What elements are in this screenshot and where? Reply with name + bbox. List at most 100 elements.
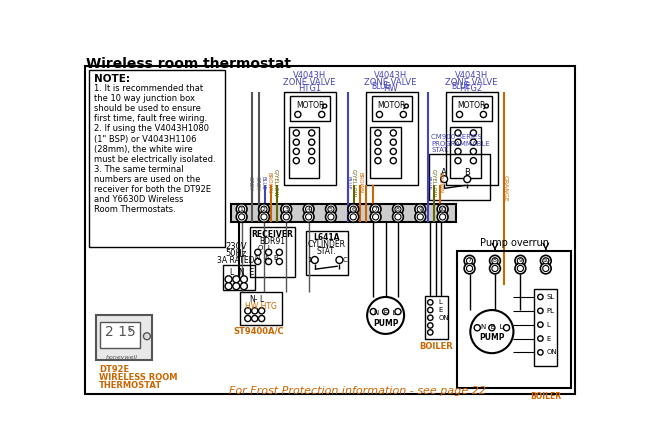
Circle shape [466, 257, 473, 264]
Circle shape [492, 257, 498, 264]
Circle shape [283, 206, 290, 212]
Text: L: L [546, 322, 550, 328]
Text: N  E  L: N E L [481, 324, 503, 330]
Circle shape [336, 257, 343, 263]
Text: WIRELESS ROOM: WIRELESS ROOM [99, 373, 177, 382]
Circle shape [492, 266, 498, 271]
Circle shape [306, 206, 312, 212]
Text: SL: SL [546, 294, 555, 300]
Text: N  A  B: N A B [255, 255, 279, 261]
Circle shape [455, 130, 461, 136]
Text: numbers are used on the: numbers are used on the [94, 175, 200, 184]
Text: 1: 1 [240, 207, 244, 212]
Circle shape [375, 139, 381, 145]
Text: 8: 8 [396, 207, 400, 212]
Circle shape [323, 104, 327, 108]
Circle shape [470, 310, 513, 353]
Circle shape [393, 211, 403, 222]
Text: BLUE: BLUE [371, 82, 390, 91]
Bar [446, 92, 498, 185]
Text: HTG1: HTG1 [298, 84, 321, 93]
Circle shape [417, 206, 423, 212]
Bar [250, 227, 295, 277]
Circle shape [308, 148, 315, 155]
Circle shape [401, 111, 406, 118]
Text: BROWN: BROWN [357, 173, 362, 194]
Circle shape [281, 204, 292, 215]
Text: BLUE: BLUE [261, 176, 266, 190]
Text: N-: N- [250, 295, 258, 304]
Bar [89, 70, 226, 247]
Text: BDR91: BDR91 [259, 237, 286, 246]
Text: V4043H: V4043H [455, 71, 488, 80]
Circle shape [489, 325, 495, 331]
Circle shape [308, 139, 315, 145]
Text: ORANGE: ORANGE [503, 175, 508, 202]
Text: BROWN: BROWN [266, 173, 272, 194]
Text: 3A RATED: 3A RATED [217, 256, 255, 265]
Text: and Y6630D Wireless: and Y6630D Wireless [94, 195, 183, 204]
Circle shape [541, 263, 551, 274]
Circle shape [261, 214, 267, 220]
Circle shape [484, 104, 488, 108]
Circle shape [439, 206, 446, 212]
Circle shape [390, 130, 397, 136]
Text: V4043H: V4043H [373, 71, 407, 80]
Text: STAT.: STAT. [431, 147, 449, 153]
Text: G/YELLOW: G/YELLOW [432, 169, 437, 197]
Text: For Frost Protection information - see page 22: For Frost Protection information - see p… [228, 386, 486, 396]
Text: Wireless room thermostat: Wireless room thermostat [86, 57, 291, 71]
Circle shape [312, 257, 318, 263]
Circle shape [241, 276, 248, 283]
Circle shape [390, 158, 397, 164]
Circle shape [252, 316, 258, 321]
Circle shape [293, 148, 299, 155]
Text: O  L: O L [258, 245, 272, 251]
Circle shape [266, 258, 272, 265]
Circle shape [293, 130, 299, 136]
Text: ON: ON [439, 315, 450, 320]
Circle shape [373, 206, 379, 212]
Circle shape [428, 323, 433, 328]
Text: 9: 9 [519, 258, 522, 263]
Circle shape [259, 308, 264, 314]
Circle shape [293, 158, 299, 164]
Text: 2 15: 2 15 [105, 325, 136, 339]
Text: receiver for both the DT92E: receiver for both the DT92E [94, 186, 211, 194]
Text: L: L [259, 295, 264, 304]
Circle shape [259, 316, 264, 321]
Text: THERMOSTAT: THERMOSTAT [99, 381, 163, 390]
Circle shape [377, 111, 382, 118]
Text: MOTOR: MOTOR [458, 101, 486, 110]
Bar [284, 92, 336, 185]
Text: RECEIVER: RECEIVER [252, 230, 293, 239]
Circle shape [541, 255, 551, 266]
Text: the 10 way junction box: the 10 way junction box [94, 94, 195, 103]
Circle shape [441, 176, 448, 183]
Text: GREY: GREY [254, 176, 259, 190]
Text: PUMP: PUMP [479, 333, 504, 342]
Circle shape [225, 276, 232, 283]
Circle shape [395, 214, 401, 220]
Circle shape [239, 206, 244, 212]
Text: 3: 3 [284, 207, 288, 212]
Text: 9: 9 [418, 207, 422, 212]
Text: honeywell: honeywell [105, 355, 137, 360]
Bar [450, 127, 481, 177]
Text: must be electrically isolated.: must be electrically isolated. [94, 155, 215, 164]
Circle shape [308, 158, 315, 164]
Text: MOTOR: MOTOR [296, 101, 324, 110]
Circle shape [428, 315, 433, 320]
Text: E: E [546, 336, 551, 342]
Circle shape [395, 308, 401, 315]
Text: 7: 7 [373, 207, 377, 212]
Text: BLUE: BLUE [345, 176, 350, 190]
Circle shape [241, 283, 248, 290]
Circle shape [367, 297, 404, 334]
Circle shape [261, 206, 267, 212]
Text: 1: 1 [307, 257, 312, 263]
Circle shape [306, 214, 312, 220]
Circle shape [252, 308, 258, 314]
Circle shape [538, 308, 543, 313]
Circle shape [143, 333, 150, 340]
